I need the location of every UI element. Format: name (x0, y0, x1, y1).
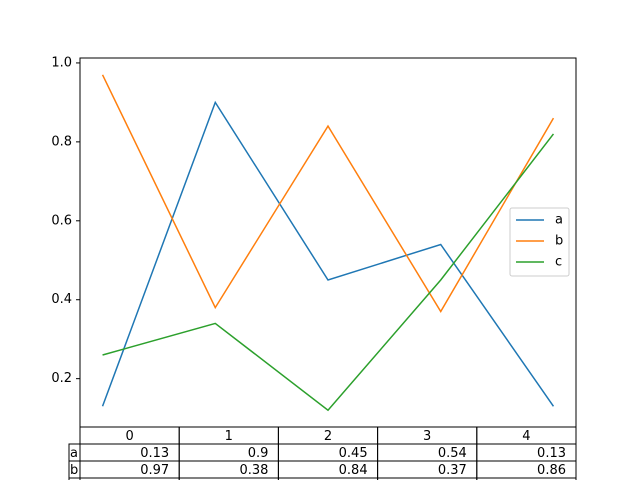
legend-label: a (555, 213, 563, 228)
table-header: 4 (522, 429, 530, 444)
legend-box (509, 207, 570, 277)
table-value: 0.84 (339, 463, 368, 478)
table-cell (377, 477, 478, 480)
table-header: 1 (225, 429, 233, 444)
table-header: 2 (324, 429, 332, 444)
table-value: 0.86 (537, 463, 566, 478)
table-header: 0 (125, 429, 133, 444)
table-cell (476, 477, 577, 480)
table-row-label: b (70, 463, 78, 478)
table-value: 0.9 (248, 446, 269, 461)
table-value: 0.45 (339, 446, 368, 461)
y-tick-label: 0.8 (51, 134, 72, 149)
table-value: 0.38 (239, 463, 268, 478)
y-tick-label: 1.0 (51, 55, 72, 70)
line-series (102, 133, 555, 412)
table-cell (178, 477, 279, 480)
table-value: 0.54 (438, 446, 467, 461)
y-tick-label: 0.4 (51, 292, 72, 307)
table-value: 0.37 (438, 463, 467, 478)
y-tick-label: 0.2 (51, 371, 72, 386)
legend-label: c (555, 255, 562, 270)
table-row-label-cell (68, 477, 81, 480)
table-value: 0.13 (537, 446, 566, 461)
y-tick-label: 0.6 (51, 213, 72, 228)
table-row-label: a (70, 446, 78, 461)
table-cell (277, 477, 379, 480)
table-value: 0.13 (140, 446, 169, 461)
table-value: 0.97 (140, 463, 169, 478)
line-series (101, 74, 555, 314)
line-series (101, 100, 555, 407)
legend-label: b (555, 234, 563, 249)
table-cell (79, 477, 180, 480)
table-header: 3 (423, 429, 431, 444)
